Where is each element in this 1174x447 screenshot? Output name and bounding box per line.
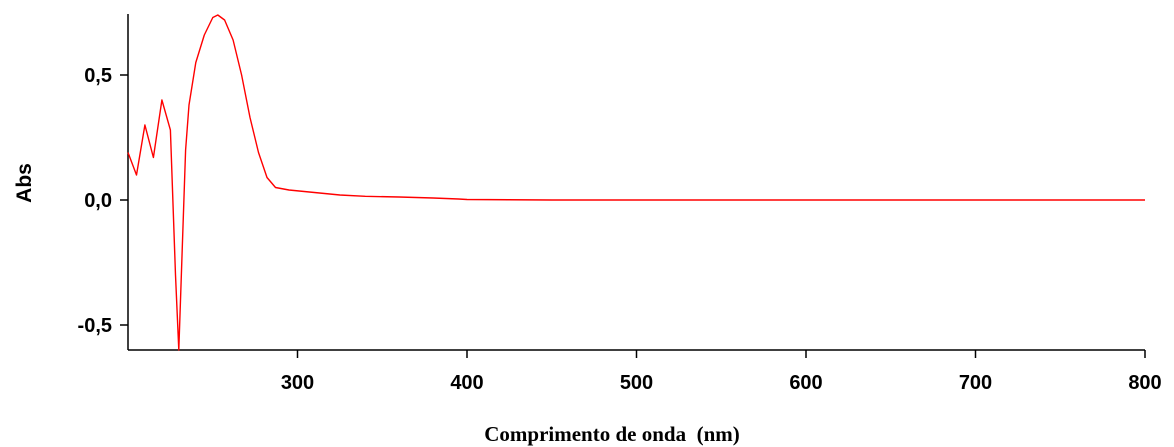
y-axis-title: Abs [13, 163, 36, 203]
x-tick-label: 400 [450, 372, 483, 394]
y-tick-label: -0,5 [78, 315, 112, 337]
axes [127, 14, 1145, 351]
x-tick-label: 300 [281, 372, 314, 394]
y-tick-label: 0,5 [84, 65, 112, 87]
x-tick-label: 800 [1128, 372, 1161, 394]
x-tick-label: 700 [959, 372, 992, 394]
x-tick-label: 500 [620, 372, 653, 394]
x-tick-label: 600 [789, 372, 822, 394]
series [127, 14, 1145, 351]
absorbance-series-line [127, 14, 1145, 351]
x-ticks: 300 400 500 600 700 800 [281, 350, 1162, 394]
y-ticks: -0,5 0,0 0,5 [78, 65, 128, 337]
x-axis-title: Comprimento de onda (nm) [484, 422, 740, 446]
y-tick-label: 0,0 [84, 190, 112, 212]
